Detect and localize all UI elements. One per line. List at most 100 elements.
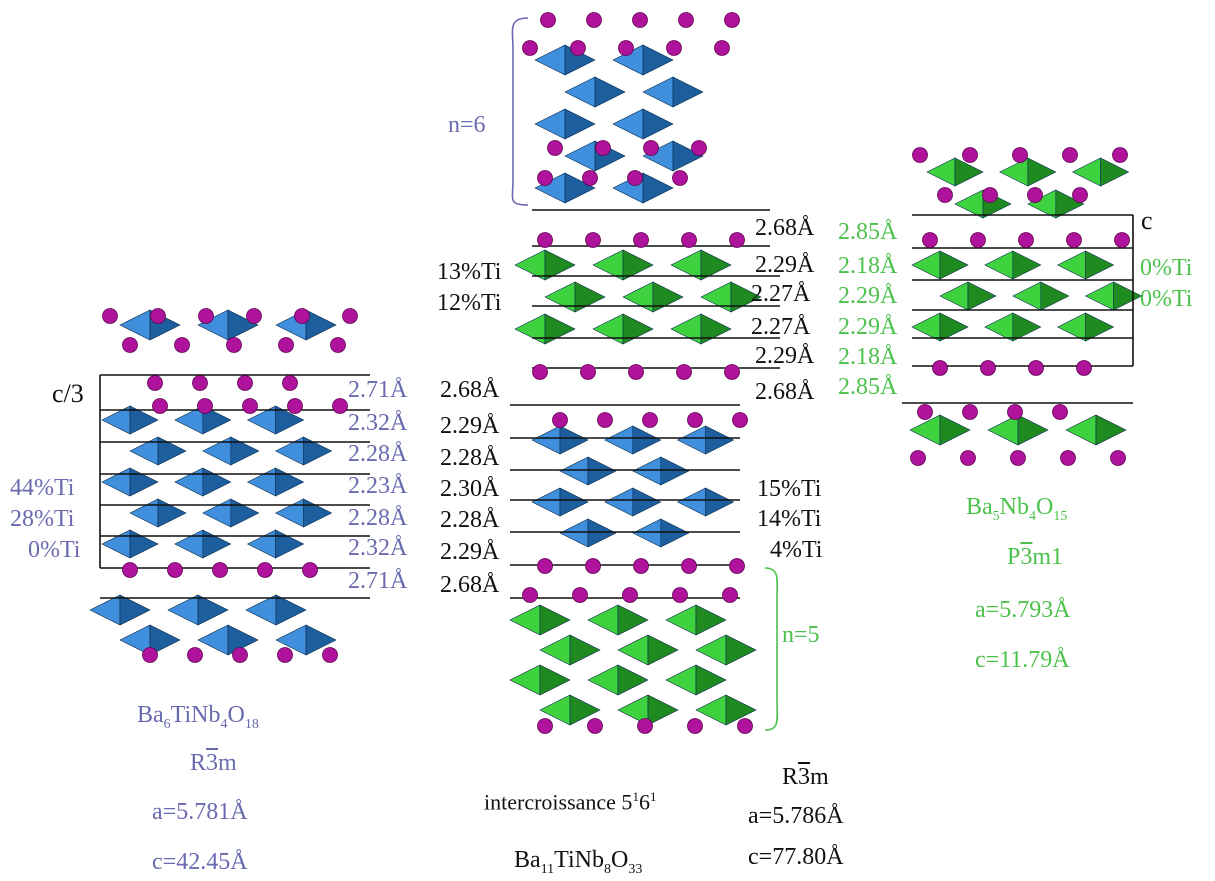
- octahedron-face: [275, 405, 305, 435]
- ba-atom: [595, 140, 611, 156]
- left-distance-2: 2.32Å: [348, 410, 408, 436]
- ba-atom: [1010, 450, 1026, 466]
- octahedron-face: [632, 487, 662, 517]
- octahedron-face: [101, 529, 131, 559]
- octahedra-layer: [89, 44, 1143, 726]
- left-distance-1: 2.71Å: [348, 377, 408, 403]
- middle-distance-left-6: 2.29Å: [440, 539, 500, 565]
- middle-distance-left-7: 2.68Å: [440, 572, 500, 598]
- ba-atom: [572, 587, 588, 603]
- octahedron-face: [119, 594, 151, 626]
- octahedron-face: [967, 281, 997, 311]
- octahedron-face: [559, 518, 589, 548]
- ba-atom: [1072, 187, 1088, 203]
- octahedron-face: [647, 694, 679, 726]
- middle-distance-right-5: 2.29Å: [755, 343, 815, 369]
- octahedron-face: [129, 405, 159, 435]
- octahedron-face: [202, 467, 232, 497]
- ba-atom: [637, 718, 653, 734]
- octahedron-face: [559, 487, 589, 517]
- left-lattice-c: c=42.45Å: [152, 849, 248, 875]
- octahedron-face: [587, 604, 619, 636]
- octahedron-face: [642, 76, 674, 108]
- octahedron-face: [594, 76, 626, 108]
- octahedron-face: [622, 281, 654, 313]
- octahedron-face: [534, 108, 566, 140]
- barium-atoms: [102, 12, 1130, 734]
- octahedron-face: [149, 624, 181, 656]
- ba-atom: [910, 450, 926, 466]
- octahedron-face: [604, 487, 634, 517]
- octahedron-face: [705, 425, 735, 455]
- ba-atom: [729, 232, 745, 248]
- octahedron-face: [587, 664, 619, 696]
- octahedron-face: [197, 624, 229, 656]
- ba-atom: [597, 412, 613, 428]
- middle-intergrowth-label: intercroissance 5161: [484, 789, 657, 815]
- ba-atom: [962, 404, 978, 420]
- ba-atom: [1028, 360, 1044, 376]
- octahedron-face: [275, 529, 305, 559]
- middle-ti-label-top-1: 13%Ti: [437, 259, 502, 285]
- middle-n-top-label: n=6: [448, 112, 486, 138]
- octahedron-face: [700, 313, 732, 345]
- octahedron-face: [564, 108, 596, 140]
- right-ti-label-2: 0%Ti: [1140, 286, 1193, 312]
- ba-atom: [586, 12, 602, 28]
- ba-atom: [150, 308, 166, 324]
- ba-atom: [187, 647, 203, 663]
- octahedron-face: [926, 157, 956, 187]
- ba-atom: [226, 337, 242, 353]
- right-space-group: P3m1: [1007, 544, 1064, 570]
- ba-atom: [522, 587, 538, 603]
- octahedron-face: [157, 498, 187, 528]
- octahedron-face: [1084, 281, 1114, 311]
- ba-atom: [1112, 147, 1128, 163]
- octahedron-face: [954, 157, 984, 187]
- ba-atom: [278, 337, 294, 353]
- middle-distance-left-5: 2.28Å: [440, 507, 500, 533]
- right-ti-label-1: 0%Ti: [1140, 255, 1193, 281]
- ba-atom: [633, 558, 649, 574]
- brace-n5: [764, 567, 779, 731]
- ba-atom: [1007, 404, 1023, 420]
- middle-distance-right-6: 2.68Å: [755, 379, 815, 405]
- ba-atom: [122, 337, 138, 353]
- octahedron-face: [174, 529, 204, 559]
- ba-atom: [678, 12, 694, 28]
- octahedron-face: [984, 250, 1014, 280]
- octahedron-face: [101, 467, 131, 497]
- left-formula: Ba6TiNb4O18: [137, 702, 259, 732]
- octahedron-face: [246, 529, 276, 559]
- ba-atom: [294, 308, 310, 324]
- ba-atom: [633, 232, 649, 248]
- ba-atom: [681, 558, 697, 574]
- octahedron-face: [1012, 250, 1042, 280]
- octahedron-face: [660, 518, 690, 548]
- ba-atom: [729, 558, 745, 574]
- octahedron-face: [676, 487, 706, 517]
- octahedron-face: [509, 604, 541, 636]
- right-distance-2: 2.18Å: [838, 253, 898, 279]
- octahedron-face: [202, 405, 232, 435]
- ba-atom: [1076, 360, 1092, 376]
- ba-atom: [724, 12, 740, 28]
- octahedron-face: [725, 634, 757, 666]
- ba-atom: [198, 308, 214, 324]
- octahedron-face: [1056, 250, 1086, 280]
- ba-atom: [737, 718, 753, 734]
- octahedron-face: [642, 172, 674, 204]
- octahedron-face: [939, 250, 969, 280]
- left-distance-3: 2.28Å: [348, 441, 408, 467]
- middle-distance-left-1: 2.68Å: [440, 377, 500, 403]
- left-distance-6: 2.32Å: [348, 535, 408, 561]
- octahedron-face: [89, 594, 121, 626]
- octahedron-face: [1085, 312, 1115, 342]
- ba-atom: [147, 375, 163, 391]
- ba-atom: [537, 558, 553, 574]
- ba-atom: [982, 187, 998, 203]
- left-ti-label-3: 0%Ti: [28, 537, 81, 563]
- middle-formula: Ba11TiNb8O33: [514, 847, 643, 877]
- ba-atom: [970, 232, 986, 248]
